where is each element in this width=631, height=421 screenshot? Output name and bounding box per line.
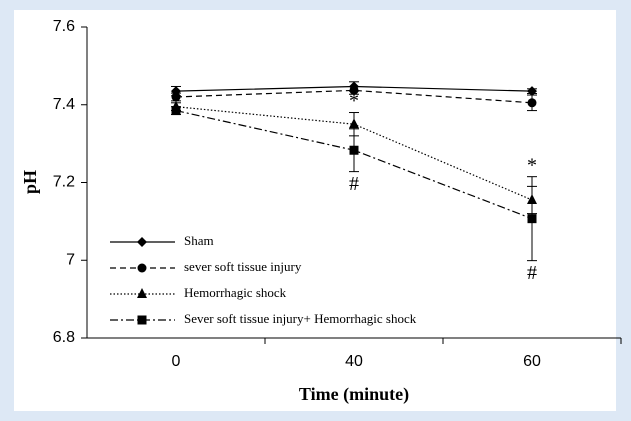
marker xyxy=(137,288,147,298)
marker xyxy=(137,315,147,325)
marker xyxy=(349,145,359,155)
x-axis-label: Time (minute) xyxy=(299,384,409,405)
marker xyxy=(527,214,537,224)
marker xyxy=(137,237,147,247)
y-tick-label: 7.2 xyxy=(53,174,75,191)
marker xyxy=(527,98,537,108)
x-tick-label: 40 xyxy=(345,353,363,370)
marker xyxy=(137,263,147,273)
x-tick-label: 60 xyxy=(523,353,541,370)
legend-label: Hemorrhagic shock xyxy=(184,285,287,300)
chart-area xyxy=(14,10,616,411)
marker xyxy=(171,106,181,116)
annotation: # xyxy=(527,262,537,284)
marker xyxy=(171,92,181,102)
annotation: * xyxy=(527,154,537,176)
x-tick-label: 0 xyxy=(172,353,181,370)
y-tick-label: 7 xyxy=(66,251,75,268)
annotation: * xyxy=(349,90,359,112)
y-tick-label: 7.4 xyxy=(53,96,75,113)
y-axis-label: pH xyxy=(20,170,40,194)
legend-label: Sham xyxy=(184,233,214,248)
marker xyxy=(349,85,359,95)
y-tick-label: 6.8 xyxy=(53,329,75,346)
marker xyxy=(527,86,537,97)
legend-label: sever soft tissue injury xyxy=(184,259,302,274)
marker xyxy=(349,118,359,129)
y-tick-label: 7.6 xyxy=(53,18,75,35)
legend-label: Sever soft tissue injury+ Hemorrhagic sh… xyxy=(184,311,417,326)
annotation: # xyxy=(349,173,359,195)
